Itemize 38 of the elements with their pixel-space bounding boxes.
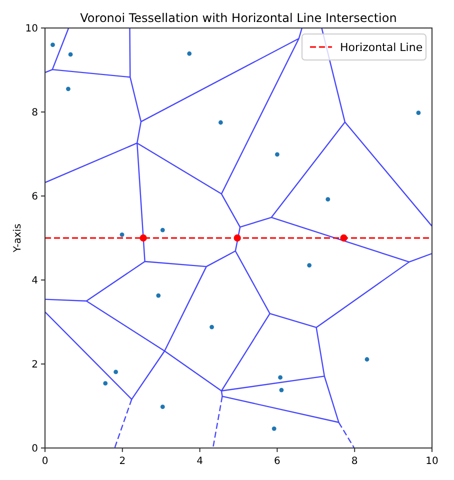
point [272, 426, 276, 431]
y-tick-label: 0 [32, 444, 38, 454]
x-tick-label: 4 [196, 456, 203, 467]
point [66, 86, 70, 92]
y-tick-label: 6 [32, 192, 38, 202]
point [210, 324, 214, 330]
point [187, 51, 192, 56]
point [160, 404, 165, 410]
point [279, 388, 284, 392]
y-tick-label: 4 [32, 276, 38, 286]
point [416, 110, 421, 116]
legend-label: Horizontal Line [340, 41, 423, 54]
point [275, 152, 280, 157]
point [218, 120, 223, 125]
point [120, 232, 124, 237]
y-tick-label: 2 [32, 360, 38, 370]
x-tick-label: 0 [42, 456, 48, 467]
y-tick-label: 10 [25, 24, 38, 34]
x-tick-label: 2 [119, 456, 126, 467]
point [160, 228, 165, 232]
y-axis-title: Y-axis [12, 224, 24, 254]
point [114, 370, 118, 374]
x-tick-label: 10 [426, 456, 438, 467]
point [103, 381, 108, 386]
point [156, 293, 161, 298]
point [140, 234, 147, 242]
point [326, 197, 330, 202]
point [340, 234, 348, 242]
point [68, 52, 73, 57]
point [307, 263, 312, 268]
point [234, 234, 241, 242]
y-tick-label: 8 [32, 108, 38, 118]
point [364, 357, 370, 362]
point [50, 42, 55, 47]
point [278, 375, 282, 380]
chart-title: Voronoi Tessellation with Horizontal Line Intersection [80, 11, 397, 25]
x-tick-label: 6 [274, 456, 280, 467]
x-tick-label: 8 [351, 456, 358, 467]
